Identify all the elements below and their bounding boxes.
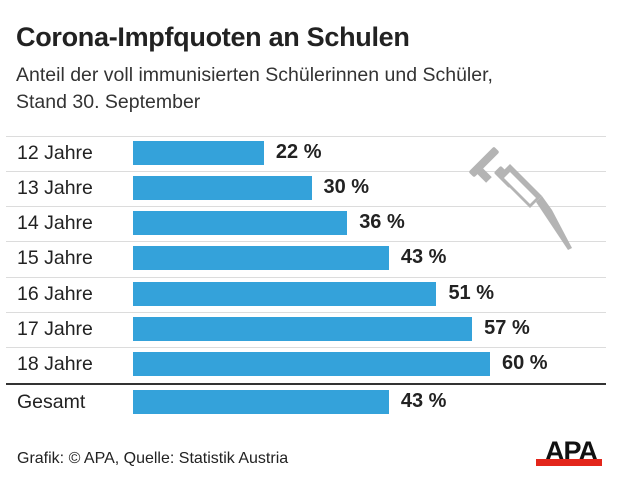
- syringe-icon: [469, 147, 572, 250]
- row-divider: [6, 277, 606, 278]
- value-label: 57 %: [484, 317, 530, 339]
- category-label: 17 Jahre: [17, 318, 93, 340]
- bar: [133, 211, 348, 235]
- category-label: 15 Jahre: [17, 247, 93, 269]
- bar: [133, 352, 490, 376]
- chart-title: Corona-Impfquoten an Schulen: [16, 22, 410, 52]
- category-label: 18 Jahre: [17, 353, 93, 375]
- row-divider: [6, 241, 606, 242]
- category-label: 14 Jahre: [17, 212, 93, 234]
- bar: [133, 141, 264, 165]
- bar: [133, 282, 437, 306]
- row-divider: [6, 206, 606, 207]
- value-label: 36 %: [359, 211, 405, 233]
- value-label: 43 %: [400, 390, 447, 412]
- bar-row: 13 Jahre 30 %: [6, 171, 606, 206]
- row-divider: [6, 312, 606, 313]
- value-label: 43 %: [400, 246, 447, 268]
- bar: [133, 176, 312, 200]
- category-label: Gesamt: [17, 391, 86, 413]
- bar-row: 14 Jahre 36 %: [6, 206, 606, 241]
- bar: [133, 246, 389, 270]
- chart-subtitle-line-2: Stand 30. September: [16, 91, 201, 113]
- value-label: 30 %: [323, 176, 370, 198]
- chart-subtitle-line-1: Anteil der voll immunisierten Schülerinn…: [16, 64, 493, 86]
- total-row: Gesamt 43 %: [6, 385, 606, 420]
- row-divider: [6, 347, 606, 348]
- category-label: 16 Jahre: [17, 283, 93, 305]
- value-label: 22 %: [275, 141, 322, 163]
- value-label: 51 %: [448, 282, 495, 304]
- total-divider: [6, 383, 606, 385]
- bar-row: 16 Jahre 51 %: [6, 277, 606, 312]
- bar-row: 18 Jahre 60 %: [6, 347, 606, 382]
- category-label: 13 Jahre: [17, 177, 93, 199]
- bar: [133, 390, 389, 414]
- bar-row: 17 Jahre 57 %: [6, 312, 606, 347]
- bar-row: 15 Jahre 43 %: [6, 241, 606, 276]
- value-label: 60 %: [502, 352, 548, 374]
- bar: [133, 317, 473, 341]
- category-label: 12 Jahre: [17, 142, 93, 164]
- row-divider: [6, 171, 606, 172]
- source-footer: Grafik: © APA, Quelle: Statistik Austria: [17, 450, 289, 467]
- bar-row: 12 Jahre 22 %: [6, 136, 606, 171]
- row-divider: [6, 136, 606, 137]
- apa-logo: APA: [536, 437, 602, 466]
